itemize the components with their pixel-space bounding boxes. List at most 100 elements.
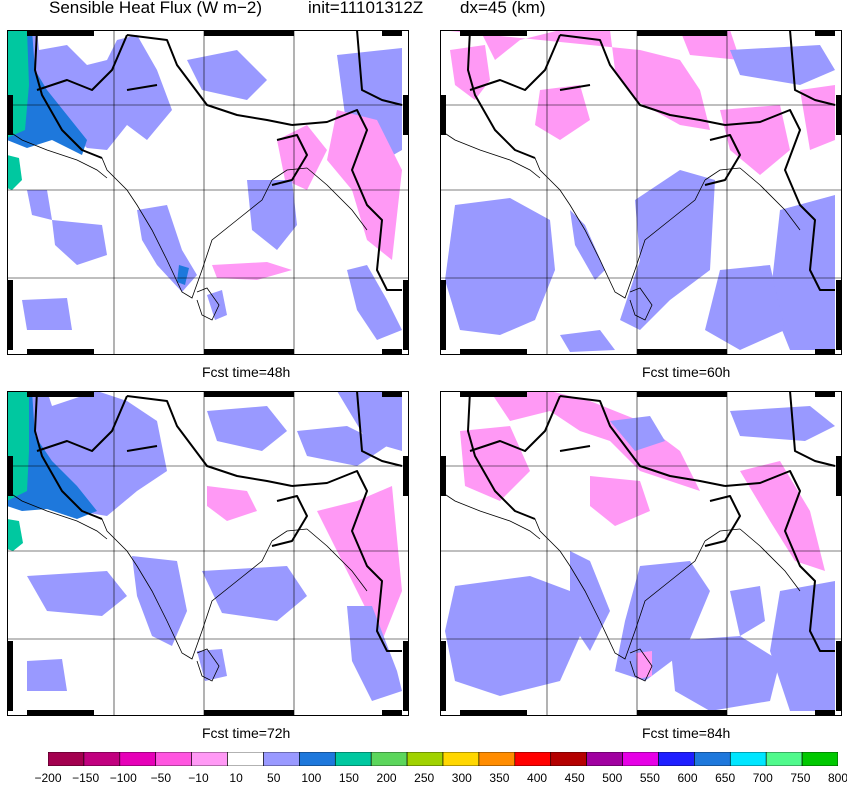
colorbar-swatch (729, 752, 767, 766)
contour-region (212, 262, 292, 280)
colorbar-tick-label: −50 (150, 771, 172, 785)
top-tick-bar (637, 391, 727, 397)
contour-region (720, 105, 790, 175)
map-panel-60h (440, 30, 842, 355)
contour-region (7, 391, 97, 519)
colorbar-swatch (514, 752, 552, 766)
bottom-tick-bar (382, 710, 402, 716)
bottom-tick-bar (637, 349, 727, 355)
map-panel-72h (7, 391, 409, 716)
country-border (467, 391, 536, 520)
contour-region (7, 155, 22, 190)
country-border (559, 395, 726, 487)
right-tick-bar (836, 641, 842, 711)
contour-fills (7, 30, 402, 340)
colorbar-tick-label: 650 (715, 771, 736, 785)
top-tick-bar (27, 30, 94, 36)
colorbar-tick-label: −150 (72, 771, 100, 785)
contour-region (337, 391, 402, 451)
bottom-tick-bar (204, 349, 294, 355)
top-tick-bar (815, 30, 835, 36)
left-tick-bar (440, 95, 446, 135)
coastlines (7, 490, 368, 682)
contour-region (535, 85, 590, 140)
coastline (7, 490, 108, 540)
contour-region (705, 265, 785, 350)
coastline (196, 648, 220, 682)
contour-region (636, 651, 652, 679)
coastline (739, 528, 801, 592)
contour-region (207, 486, 257, 521)
map-svg (7, 391, 409, 716)
colorbar-swatch (622, 752, 659, 766)
contour-region (27, 571, 127, 616)
right-tick-bar (403, 456, 409, 496)
frame-tick-bars (440, 30, 842, 355)
colorbar-tick-label: 800 (827, 771, 847, 785)
map-panel-48h (7, 30, 409, 355)
map-grid (7, 391, 409, 716)
init-time-label: init=11101312Z (308, 0, 424, 17)
country-border (356, 391, 403, 467)
colorbar-swatch (191, 752, 228, 766)
right-tick-bar (403, 95, 409, 135)
contour-fills (7, 391, 402, 701)
colorbar-swatch (406, 752, 444, 766)
contour-fills (440, 30, 835, 352)
colorbar-swatch (442, 752, 480, 766)
top-tick-bar (382, 30, 402, 36)
grid-spacing-label: dx=45 (km) (460, 0, 546, 17)
frame-tick-bars (7, 391, 409, 716)
coastline (101, 518, 273, 660)
country-border (704, 495, 741, 547)
map-grid (7, 30, 409, 355)
panel-caption-72h: Fcst time=72h (202, 725, 291, 741)
contour-region (590, 476, 650, 526)
contour-region (277, 125, 327, 190)
colorbar-tick-label: 250 (414, 771, 435, 785)
coastlines (440, 490, 801, 682)
contour-region (445, 576, 580, 696)
country-border (291, 109, 402, 291)
coastline (629, 648, 653, 682)
colorbar-tick-label: 300 (451, 771, 472, 785)
contour-region (560, 330, 615, 352)
contour-region (670, 636, 780, 711)
colorbar-swatch (299, 752, 336, 766)
contour-region (207, 406, 287, 451)
bottom-tick-bar (815, 710, 835, 716)
contour-region (347, 606, 402, 701)
panel-caption-84h: Fcst time=84h (642, 725, 731, 741)
contour-region (177, 265, 189, 285)
frame-tick-bars (7, 30, 409, 355)
coastline (534, 157, 706, 299)
country-border (36, 395, 128, 452)
country-border (126, 34, 293, 126)
coastline (7, 129, 108, 179)
contour-region (52, 220, 107, 265)
country-border (467, 30, 536, 159)
country-border (704, 134, 741, 186)
panel-caption-60h: Fcst time=60h (642, 364, 731, 380)
country-border (36, 34, 128, 91)
contour-region (137, 205, 197, 292)
contour-region (730, 45, 835, 85)
right-tick-bar (836, 95, 842, 135)
colorbar-tick-label: 450 (564, 771, 585, 785)
colorbar-tick-label: 700 (752, 771, 773, 785)
contour-region (445, 198, 555, 335)
contour-region (207, 290, 227, 320)
contour-region (7, 519, 23, 551)
colorbar-swatch (694, 752, 731, 766)
figure-title: Sensible Heat Flux (W m−2) (49, 0, 263, 17)
colorbar-swatch (263, 752, 300, 766)
country-borders (467, 30, 836, 291)
map-svg (440, 30, 842, 355)
contour-region (615, 561, 710, 681)
right-tick-bar (403, 641, 409, 711)
colorbar-swatch (801, 752, 838, 766)
coastlines (7, 129, 368, 321)
map-svg (7, 30, 409, 355)
contour-region (770, 195, 835, 350)
colorbar (48, 752, 838, 766)
